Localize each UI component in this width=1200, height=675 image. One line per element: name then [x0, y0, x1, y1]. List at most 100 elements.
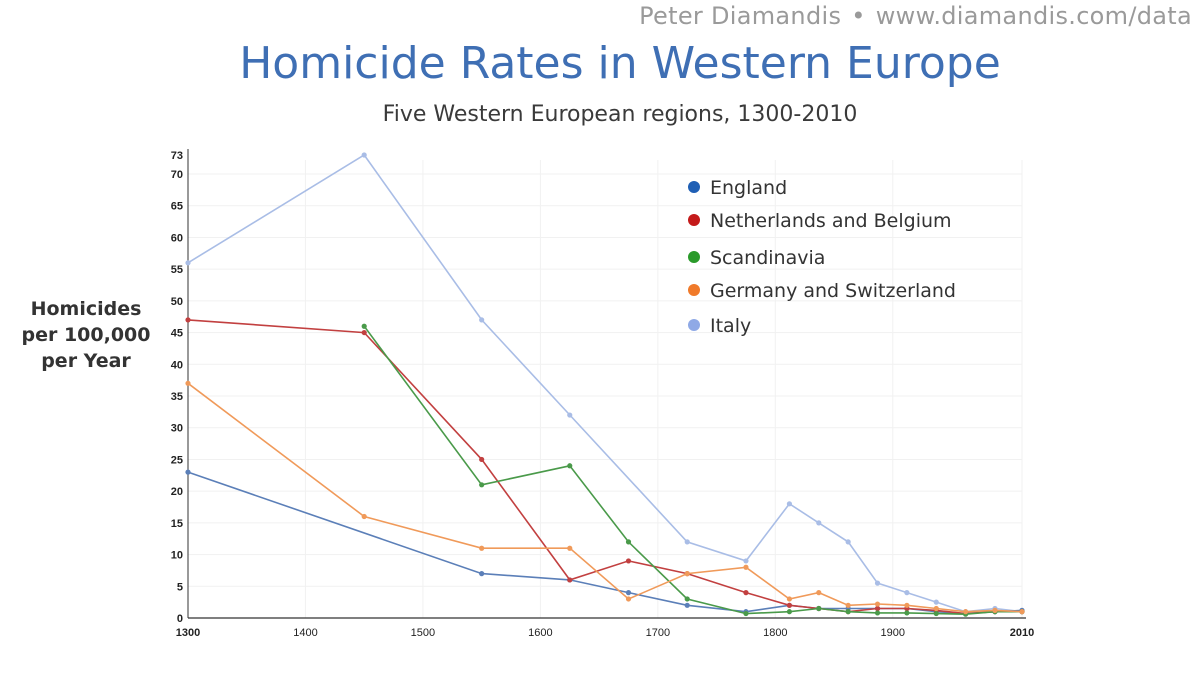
x-tick-label: 1500 — [411, 627, 435, 639]
series-line-netherlands-and-belgium — [187, 319, 1022, 615]
data-point-scandinavia — [625, 539, 632, 545]
y-axis-label-line-3: per Year — [41, 350, 131, 372]
data-point-netherlands-and-belgium — [361, 329, 367, 336]
series-netherlands-and-belgium — [185, 317, 1025, 617]
data-point-england — [185, 469, 191, 475]
legend-label-scandinavia: Scandinavia — [710, 247, 825, 269]
legend-label-italy: Italy — [710, 315, 751, 337]
data-point-italy — [684, 539, 690, 545]
y-tick-label: 25 — [171, 454, 183, 466]
axis-layer: 0 5 10 15 20 25 30 35 40 45 50 55 60 65 70 73 1300 1400 15… — [171, 149, 1034, 639]
data-point-scandinavia — [684, 596, 690, 602]
series-layer — [185, 152, 1025, 617]
x-tick-label: 1600 — [528, 627, 552, 639]
data-point-scandinavia — [479, 482, 485, 488]
data-point-germany-and-switzerland — [625, 596, 632, 602]
data-point-netherlands-and-belgium — [743, 590, 749, 596]
credit-author: Peter Diamandis — [639, 2, 842, 30]
data-point-italy — [904, 590, 910, 596]
series-line-scandinavia — [363, 325, 1022, 616]
data-point-germany-and-switzerland — [904, 602, 910, 608]
credit-separator: • — [851, 2, 866, 30]
series-scandinavia — [361, 323, 1025, 617]
y-tick-label: 45 — [171, 328, 183, 340]
data-point-germany-and-switzerland — [786, 596, 793, 602]
data-point-germany-and-switzerland — [479, 545, 485, 551]
y-tick-label: 55 — [171, 264, 183, 276]
data-point-germany-and-switzerland — [992, 607, 998, 613]
data-point-netherlands-and-belgium — [479, 456, 485, 463]
y-axis-label-line-2: per 100,000 — [21, 324, 151, 346]
grid-layer — [188, 160, 1023, 618]
x-tick-label: 1300 — [176, 627, 200, 639]
y-tick-label: 35 — [171, 391, 183, 403]
x-tick-label: 1900 — [881, 627, 905, 639]
data-point-germany-and-switzerland — [567, 545, 573, 551]
y-tick-label: 15 — [171, 518, 183, 530]
legend-marker-germany-and-switzerland — [688, 284, 700, 296]
legend: England Netherlands and Belgium Scandinavi… — [688, 177, 956, 337]
data-point-germany-and-switzerland — [185, 380, 191, 386]
data-point-scandinavia — [904, 610, 910, 616]
legend-label-england: England — [710, 177, 787, 199]
data-point-scandinavia — [816, 605, 822, 612]
credit-url: www.diamandis.com/data — [875, 2, 1192, 30]
data-point-scandinavia — [361, 323, 367, 329]
x-tick-label: 1800 — [763, 627, 787, 639]
y-tick-label: 10 — [171, 550, 183, 562]
data-point-scandinavia — [743, 610, 749, 617]
legend-marker-netherlands-and-belgium — [688, 214, 700, 226]
data-point-italy — [874, 580, 881, 586]
y-tick-label: 0 — [177, 613, 183, 625]
y-axis-label-line-1: Homicides — [30, 298, 142, 320]
data-point-germany-and-switzerland — [816, 590, 822, 596]
data-point-netherlands-and-belgium — [567, 577, 573, 583]
data-point-italy — [361, 152, 367, 158]
y-tick-label: 60 — [171, 232, 183, 244]
x-tick-label: 1400 — [293, 627, 317, 639]
data-point-scandinavia — [874, 610, 881, 616]
chart-subtitle: Five Western European regions, 1300-2010 — [382, 102, 858, 127]
data-point-germany-and-switzerland — [874, 601, 881, 607]
x-tick-label: 2010 — [1010, 627, 1034, 639]
data-point-italy — [743, 558, 749, 564]
y-tick-label: 30 — [171, 423, 183, 435]
x-tick-label: 1700 — [646, 627, 670, 639]
data-point-italy — [816, 520, 822, 526]
legend-marker-scandinavia — [688, 251, 700, 263]
data-point-netherlands-and-belgium — [185, 317, 191, 323]
legend-marker-england — [688, 181, 700, 193]
data-point-england — [625, 590, 632, 596]
credit-line: Peter Diamandis • www.diamandis.com/data — [639, 2, 1192, 30]
data-point-italy — [845, 539, 851, 545]
data-point-england — [684, 602, 690, 608]
data-point-germany-and-switzerland — [1019, 609, 1025, 615]
data-point-germany-and-switzerland — [845, 602, 851, 608]
data-point-scandinavia — [933, 610, 939, 617]
y-tick-label: 65 — [171, 201, 183, 213]
series-line-england — [187, 471, 1023, 615]
y-tick-label: 20 — [171, 486, 183, 498]
data-point-germany-and-switzerland — [963, 609, 969, 615]
data-point-england — [479, 571, 485, 577]
data-point-germany-and-switzerland — [361, 513, 367, 520]
y-axis-label: Homicides per 100,000 per Year — [20, 296, 152, 374]
y-tick-label: 50 — [171, 296, 183, 308]
data-point-italy — [479, 317, 485, 323]
data-point-germany-and-switzerland — [743, 564, 749, 570]
data-point-germany-and-switzerland — [684, 571, 690, 577]
data-point-scandinavia — [567, 463, 573, 469]
data-point-netherlands-and-belgium — [874, 605, 881, 612]
series-line-germany-and-switzerland — [187, 382, 1023, 613]
legend-label-germany-and-switzerland: Germany and Switzerland — [710, 280, 956, 302]
y-tick-label: 40 — [171, 359, 183, 371]
data-point-netherlands-and-belgium — [786, 602, 793, 608]
y-tick-label: 70 — [171, 169, 183, 181]
series-germany-and-switzerland — [185, 380, 1025, 615]
data-point-scandinavia — [786, 609, 793, 615]
data-point-italy — [567, 412, 573, 418]
legend-marker-italy — [688, 319, 700, 331]
data-point-germany-and-switzerland — [933, 605, 939, 612]
data-point-italy — [786, 501, 793, 507]
legend-label-netherlands-and-belgium: Netherlands and Belgium — [710, 210, 952, 232]
